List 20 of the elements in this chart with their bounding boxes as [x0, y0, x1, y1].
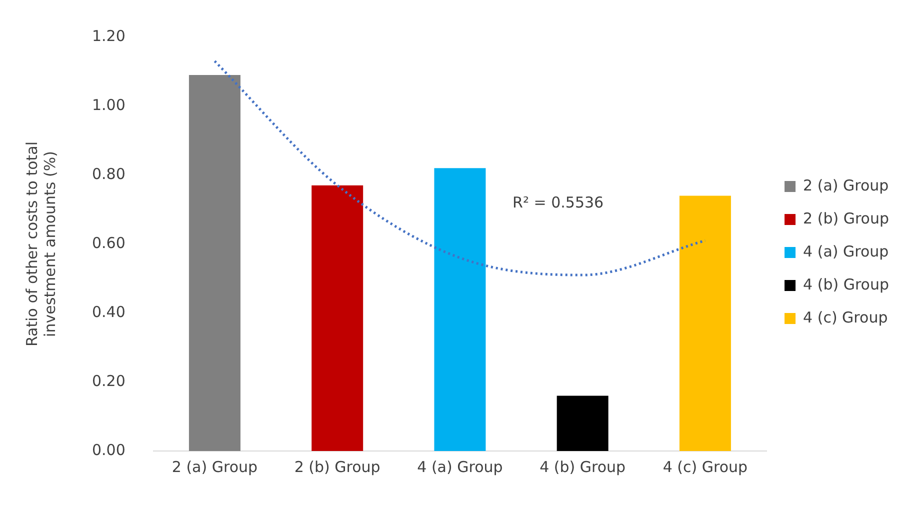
y-tick-label: 0.60 [92, 234, 126, 252]
legend-label: 2 (b) Group [803, 209, 890, 228]
y-tick-label: 1.00 [92, 96, 126, 114]
line-series [213, 60, 706, 276]
legend-label: 4 (a) Group [803, 242, 889, 260]
legend-label: 4 (c) Group [803, 308, 888, 326]
x-tick-label: 4 (b) Group [540, 458, 626, 476]
y-tick-label: 0.20 [92, 372, 126, 390]
x-tick-label: 2 (b) Group [294, 458, 380, 476]
y-tick-label: 0.80 [92, 164, 126, 183]
x-tick-label: 4 (a) Group [417, 458, 503, 476]
y-tick-label: 1.20 [92, 26, 126, 45]
y-tick-label: 0.00 [92, 440, 126, 459]
x-tick-label: 2 (a) Group [172, 458, 258, 476]
y-axis-title: Ratio of other costs to total investment amounts (%) [22, 141, 59, 347]
x-tick-label: 4 (c) Group [662, 458, 748, 476]
legend-label: 2 (a) Group [803, 176, 889, 194]
y-tick-label: 0.40 [92, 302, 126, 321]
legend-label: 4 (b) Group [803, 275, 890, 294]
annotation: R² = 0.5536 [512, 193, 604, 212]
